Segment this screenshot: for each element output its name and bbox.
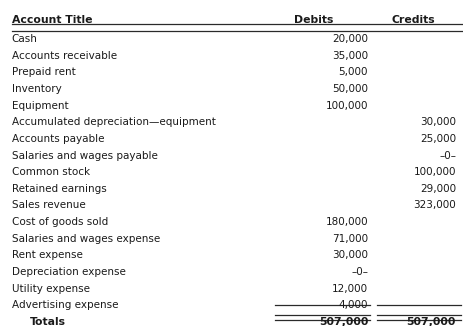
Text: Common stock: Common stock — [12, 167, 90, 177]
Text: –0–: –0– — [351, 267, 368, 277]
Text: Cost of goods sold: Cost of goods sold — [12, 217, 108, 227]
Text: 507,000: 507,000 — [319, 317, 368, 326]
Text: 29,000: 29,000 — [420, 184, 456, 194]
Text: 507,000: 507,000 — [407, 317, 456, 326]
Text: Accumulated depreciation—equipment: Accumulated depreciation—equipment — [12, 117, 215, 127]
Text: Credits: Credits — [391, 15, 435, 25]
Text: Advertising expense: Advertising expense — [12, 300, 118, 310]
Text: Salaries and wages expense: Salaries and wages expense — [12, 234, 160, 244]
Text: Accounts payable: Accounts payable — [12, 134, 104, 144]
Text: 12,000: 12,000 — [332, 284, 368, 294]
Text: 30,000: 30,000 — [332, 250, 368, 260]
Text: Debits: Debits — [294, 15, 333, 25]
Text: –0–: –0– — [439, 151, 456, 161]
Text: 100,000: 100,000 — [413, 167, 456, 177]
Text: 30,000: 30,000 — [420, 117, 456, 127]
Text: Account Title: Account Title — [12, 15, 92, 25]
Text: Equipment: Equipment — [12, 101, 68, 111]
Text: Accounts receivable: Accounts receivable — [12, 51, 117, 61]
Text: Depreciation expense: Depreciation expense — [12, 267, 125, 277]
Text: 323,000: 323,000 — [413, 200, 456, 211]
Text: Inventory: Inventory — [12, 84, 61, 94]
Text: 35,000: 35,000 — [332, 51, 368, 61]
Text: 5,000: 5,000 — [338, 67, 368, 78]
Text: 100,000: 100,000 — [325, 101, 368, 111]
Text: Utility expense: Utility expense — [12, 284, 89, 294]
Text: 71,000: 71,000 — [332, 234, 368, 244]
Text: Cash: Cash — [12, 34, 38, 44]
Text: 4,000: 4,000 — [338, 300, 368, 310]
Text: 50,000: 50,000 — [332, 84, 368, 94]
Text: 25,000: 25,000 — [420, 134, 456, 144]
Text: 20,000: 20,000 — [332, 34, 368, 44]
Text: Totals: Totals — [30, 317, 66, 326]
Text: Retained earnings: Retained earnings — [12, 184, 106, 194]
Text: Prepaid rent: Prepaid rent — [12, 67, 75, 78]
Text: Salaries and wages payable: Salaries and wages payable — [12, 151, 157, 161]
Text: Rent expense: Rent expense — [12, 250, 82, 260]
Text: Sales revenue: Sales revenue — [12, 200, 85, 211]
Text: 180,000: 180,000 — [325, 217, 368, 227]
